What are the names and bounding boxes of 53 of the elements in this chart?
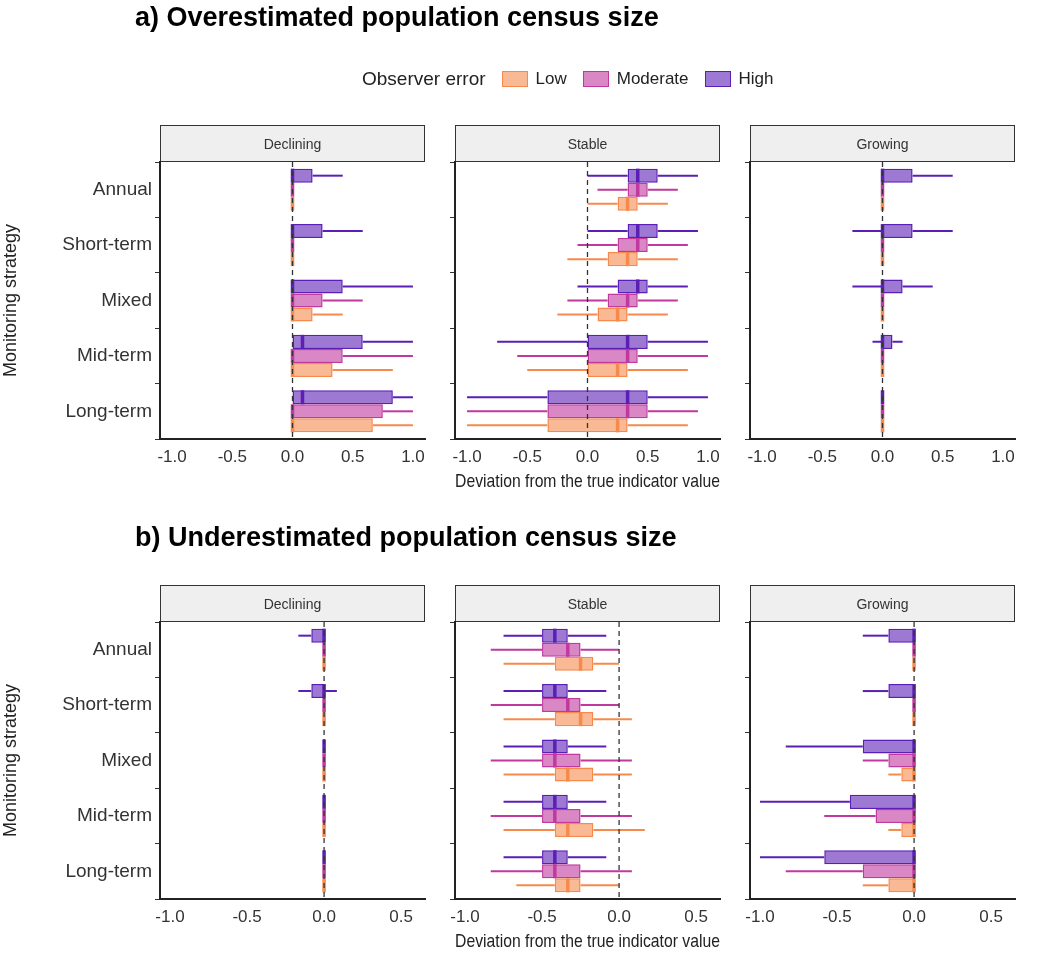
x-tick-label: 1.0: [991, 446, 1015, 466]
x-tick-label: 0.5: [930, 446, 955, 466]
y-tick-label: Mid-term: [77, 804, 152, 826]
x-tick-label: 0.0: [902, 906, 926, 926]
x-tick-label: 0.0: [870, 446, 895, 466]
x-axis-title: Deviation from the true indicator value: [455, 471, 720, 492]
y-tick-label: Mixed: [101, 288, 152, 310]
legend-label: Low: [535, 69, 567, 89]
x-tick-label: 0.0: [607, 906, 631, 926]
chart-title: Declining: [160, 125, 425, 162]
x-tick-label: 0.5: [979, 906, 1003, 926]
x-tick-label: 0.5: [340, 446, 365, 466]
chart-title: Growing: [750, 125, 1015, 162]
x-tick-label: -1.0: [450, 906, 480, 926]
legend-label: Moderate: [616, 69, 689, 89]
x-axis-title: Deviation from the true indicator value: [455, 931, 720, 952]
y-tick-label: Annual: [92, 637, 152, 659]
text: b) Underestimated population census size: [135, 522, 677, 553]
y-axis-title: Monitoring strategy: [0, 683, 20, 838]
y-tick-label: Long-term: [65, 859, 152, 881]
x-tick-label: -1.0: [745, 906, 775, 926]
x-tick-label: -0.5: [807, 446, 837, 466]
legend-title: Observer error: [362, 68, 486, 90]
x-tick-label: -1.0: [747, 446, 777, 466]
y-tick-label: Short-term: [62, 693, 152, 715]
text: a) Overestimated population census size: [135, 2, 659, 33]
legend-label: High: [738, 69, 774, 89]
x-tick-label: 0.0: [312, 906, 336, 926]
x-tick-label: -1.0: [157, 446, 187, 466]
x-tick-label: -0.5: [527, 906, 557, 926]
chart-title: Declining: [160, 585, 425, 622]
chart-title: Stable: [455, 585, 720, 622]
y-tick-label: Annual: [92, 177, 152, 199]
x-tick-label: -0.5: [217, 446, 247, 466]
x-tick-label: 1.0: [696, 446, 720, 466]
x-tick-label: -0.5: [232, 906, 262, 926]
x-tick-label: 0.5: [684, 906, 708, 926]
chart-title: Growing: [750, 585, 1015, 622]
chart-title: Stable: [455, 125, 720, 162]
y-tick-label: Long-term: [65, 399, 152, 421]
y-tick-label: Mixed: [101, 748, 152, 770]
x-tick-label: 0.5: [389, 906, 413, 926]
y-tick-label: Short-term: [62, 233, 152, 255]
x-tick-label: 1.0: [401, 446, 425, 466]
y-axis-title: Monitoring strategy: [0, 223, 20, 378]
x-tick-label: -1.0: [155, 906, 185, 926]
y-tick-label: Mid-term: [77, 344, 152, 366]
x-tick-label: -1.0: [452, 446, 482, 466]
x-tick-label: 0.0: [575, 446, 600, 466]
x-tick-label: -0.5: [512, 446, 542, 466]
x-tick-label: -0.5: [822, 906, 852, 926]
x-tick-label: 0.5: [635, 446, 660, 466]
x-tick-label: 0.0: [280, 446, 305, 466]
